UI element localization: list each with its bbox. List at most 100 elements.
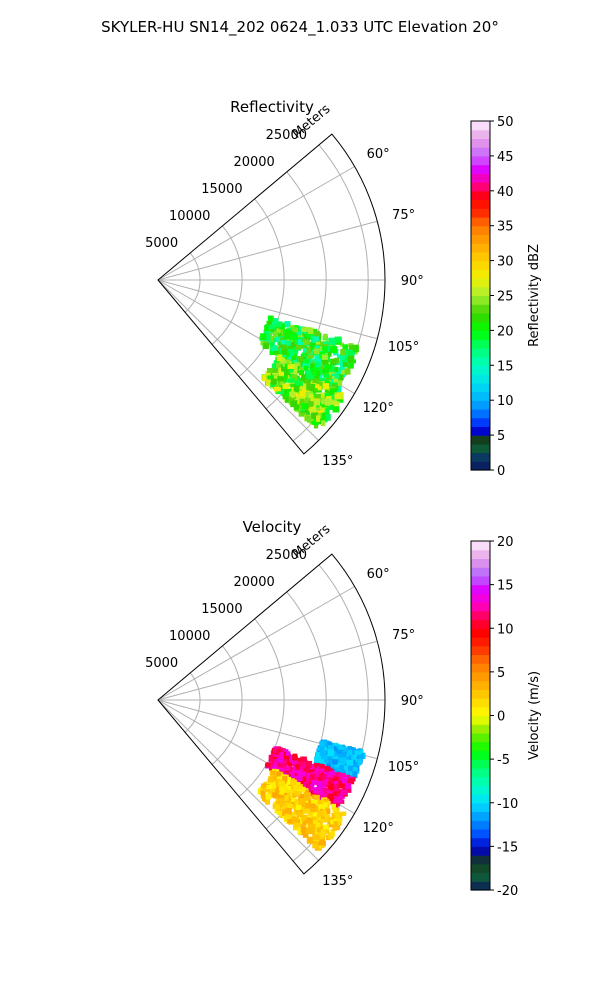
echo-gate (314, 355, 322, 363)
reflectivity-panel: Reflectivity 5000 10000 15000 20000 25000 60°… (145, 98, 542, 479)
echo-gate (324, 814, 331, 821)
colorbar-segment (471, 216, 490, 227)
echo-gate (292, 753, 298, 761)
reflectivity-title: Reflectivity (230, 98, 314, 116)
echo-gate (290, 779, 297, 786)
theta-gridline (157, 640, 378, 701)
echo-gate (287, 819, 293, 824)
echo-gate (284, 363, 290, 369)
echo-gate (302, 339, 310, 346)
echo-gate (321, 754, 326, 760)
echo-gate (268, 788, 276, 795)
theta-tick-label: 105° (388, 760, 419, 775)
echo-gate (297, 820, 303, 825)
echo-gate (331, 803, 337, 810)
colorbar-segment (471, 811, 490, 821)
echo-gate (276, 354, 283, 360)
echo-gate (266, 785, 273, 790)
echo-gate (333, 401, 340, 406)
echo-gate (285, 340, 291, 347)
echo-gate (285, 751, 291, 756)
echo-gate (313, 799, 320, 805)
echo-gate (266, 335, 271, 341)
echo-gate (285, 359, 291, 365)
echo-gate (287, 772, 295, 780)
echo-gate (282, 344, 287, 350)
echo-gate (311, 380, 317, 387)
echo-gate (302, 358, 309, 364)
echo-gate (271, 363, 277, 371)
echo-gate (284, 321, 291, 328)
echo-gate (297, 811, 304, 818)
echo-gate (324, 744, 331, 751)
echo-gate (300, 798, 306, 804)
echo-gate (317, 403, 324, 409)
echo-gate (314, 330, 320, 338)
theta-gridline (157, 220, 378, 281)
colorbar-segment (471, 199, 490, 209)
echo-gate (289, 349, 294, 356)
r-tick-label: 5000 (145, 656, 178, 671)
echo-gate (306, 836, 313, 844)
echo-gate (350, 761, 358, 769)
echo-gate (287, 327, 293, 333)
echo-gate (347, 778, 354, 784)
echo-gate (307, 354, 314, 359)
echo-gate (280, 759, 287, 765)
echo-gate (355, 758, 362, 765)
r-tick-label: 10000 (169, 209, 210, 224)
echo-gate (323, 373, 330, 379)
r-tick-label: 20000 (233, 575, 274, 590)
echo-gate (322, 346, 328, 354)
echo-gate (305, 818, 313, 824)
colorbar-segment (471, 828, 490, 839)
colorbar-segment (471, 671, 490, 682)
echo-gate (312, 826, 319, 832)
colorbar-segment (471, 549, 490, 560)
r-tick-label: 5000 (145, 236, 178, 251)
echo-gate (332, 776, 339, 782)
echo-gate (270, 327, 275, 333)
echo-gate (290, 400, 298, 408)
colorbar-segment (471, 558, 490, 568)
echo-gate (355, 753, 361, 759)
echo-gate (343, 752, 350, 757)
echo-gate (310, 367, 317, 374)
echo-gate (342, 356, 348, 363)
echo-gate (305, 778, 310, 783)
echo-gate (304, 415, 311, 422)
echo-gate (284, 396, 290, 403)
echo-gate (294, 337, 300, 344)
echo-gate (322, 359, 329, 365)
colorbar-segment (471, 663, 490, 673)
echo-gate (335, 762, 342, 769)
echo-gate (324, 393, 331, 398)
echo-gate (262, 374, 269, 382)
echo-gate (334, 766, 341, 771)
colorbar-segment (471, 295, 490, 305)
echo-gate (318, 764, 325, 769)
colorbar-segment (471, 190, 490, 201)
r-tick-label: 10000 (169, 629, 210, 644)
echo-gate (285, 390, 290, 398)
colorbar-segment (471, 147, 490, 157)
echo-gate (295, 330, 302, 336)
echo-gate (291, 327, 299, 333)
echo-gate (279, 751, 284, 759)
echo-gate (344, 368, 351, 375)
echo-gate (327, 770, 335, 775)
colorbar-segment (471, 541, 490, 551)
echo-gate (270, 770, 276, 776)
echo-gate (283, 333, 290, 340)
echo-gate (321, 392, 327, 398)
echo-gate (297, 761, 304, 767)
echo-gate (272, 368, 279, 373)
echo-gate (354, 750, 362, 755)
echo-gate (336, 818, 341, 826)
echo-gate (315, 822, 321, 828)
echo-gate (295, 804, 302, 811)
echo-gate (317, 418, 324, 424)
echo-gate (332, 759, 338, 765)
echo-gate (272, 753, 278, 760)
